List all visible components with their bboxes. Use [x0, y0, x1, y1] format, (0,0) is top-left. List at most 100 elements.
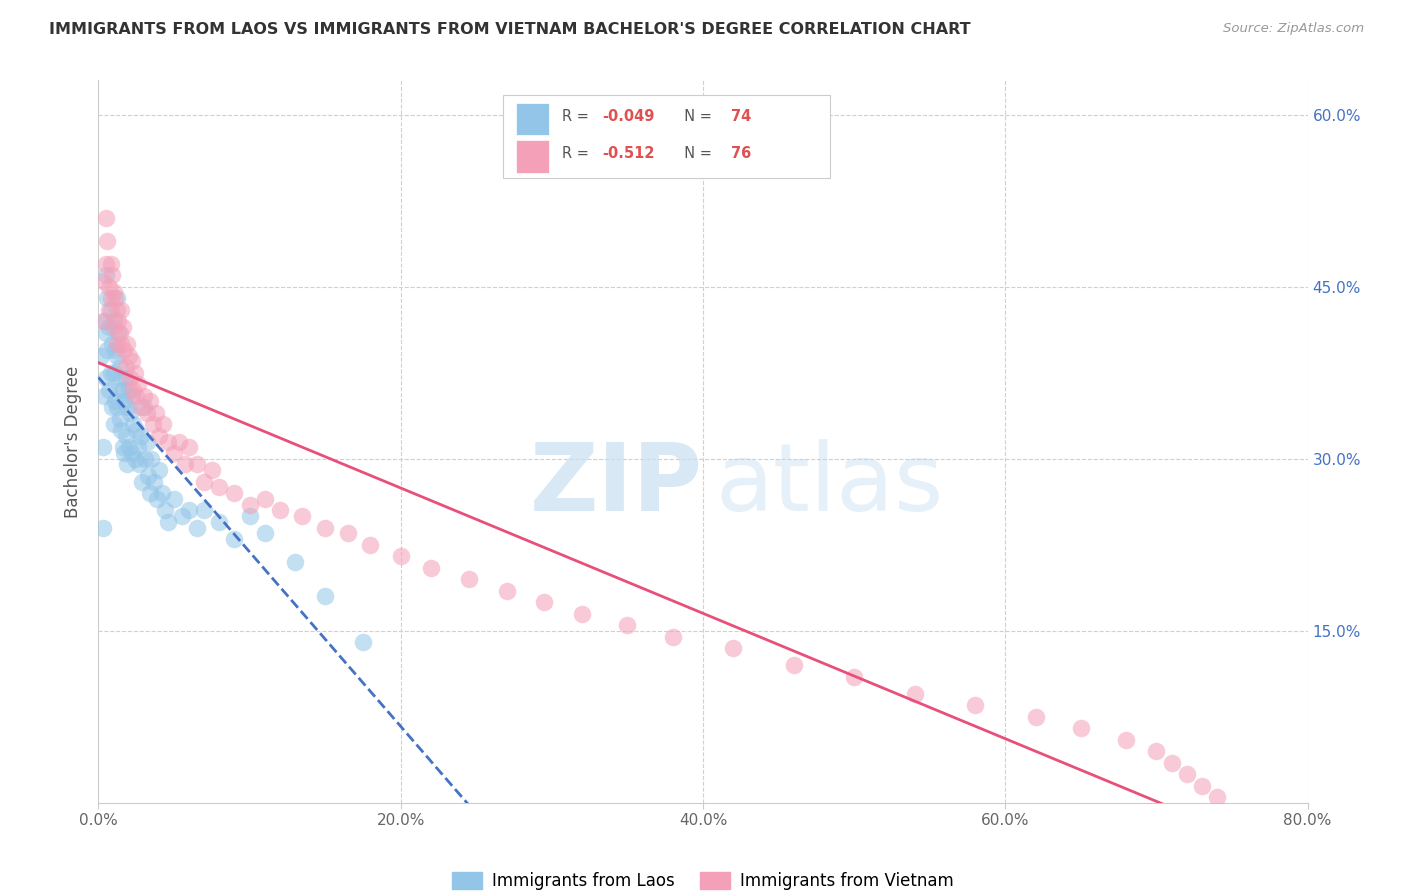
Point	[108, 411, 131, 425]
Point	[148, 429, 170, 443]
Point	[132, 400, 155, 414]
Point	[93, 314, 115, 328]
Point	[107, 383, 129, 397]
Point	[105, 349, 128, 363]
Point	[98, 302, 121, 317]
Point	[269, 503, 291, 517]
Point	[129, 400, 152, 414]
Point	[101, 268, 124, 283]
Point	[110, 371, 132, 385]
Point	[163, 491, 186, 506]
Point	[114, 371, 136, 385]
Point	[111, 440, 134, 454]
Point	[1160, 756, 1182, 770]
Point	[93, 314, 115, 328]
Point	[616, 618, 638, 632]
Y-axis label: Bachelor's Degree: Bachelor's Degree	[65, 366, 83, 517]
Text: N =: N =	[675, 146, 717, 161]
Point	[253, 526, 276, 541]
Point	[93, 389, 115, 403]
Point	[134, 451, 156, 466]
Point	[284, 555, 307, 569]
Point	[112, 394, 135, 409]
Point	[98, 383, 121, 397]
Point	[1070, 721, 1092, 735]
Point	[150, 486, 173, 500]
Point	[101, 400, 124, 414]
Point	[100, 366, 122, 380]
Point	[94, 257, 117, 271]
Point	[143, 475, 166, 489]
Point	[94, 211, 117, 225]
Point	[98, 319, 121, 334]
Point	[105, 400, 128, 414]
Point	[783, 658, 806, 673]
Point	[104, 394, 127, 409]
Text: atlas: atlas	[716, 439, 943, 531]
Point	[208, 480, 231, 494]
Point	[253, 491, 276, 506]
Point	[201, 463, 224, 477]
Point	[104, 343, 127, 357]
Text: R =: R =	[561, 109, 593, 124]
Point	[186, 458, 208, 472]
Point	[103, 319, 125, 334]
Point	[108, 326, 131, 340]
Point	[208, 515, 231, 529]
Point	[314, 590, 336, 604]
Point	[179, 440, 201, 454]
Point	[118, 440, 141, 454]
Point	[129, 429, 152, 443]
Point	[1024, 710, 1046, 724]
Point	[533, 595, 555, 609]
Point	[103, 417, 125, 432]
Point	[103, 314, 125, 328]
Point	[115, 337, 138, 351]
Point	[94, 326, 117, 340]
Text: 74: 74	[731, 109, 751, 124]
Point	[125, 389, 148, 403]
Point	[152, 417, 174, 432]
Point	[107, 326, 129, 340]
Point	[1206, 790, 1229, 805]
Point	[336, 526, 359, 541]
Point	[420, 560, 443, 574]
Point	[107, 314, 129, 328]
Point	[1191, 779, 1213, 793]
Point	[457, 572, 479, 586]
Point	[118, 349, 141, 363]
Point	[105, 337, 128, 351]
Point	[110, 302, 132, 317]
Point	[571, 607, 593, 621]
Point	[104, 291, 127, 305]
Point	[111, 319, 134, 334]
Point	[111, 383, 134, 397]
Point	[193, 503, 215, 517]
Point	[156, 434, 179, 449]
Point	[128, 458, 150, 472]
Point	[352, 635, 374, 649]
Point	[661, 630, 683, 644]
Point	[114, 429, 136, 443]
Legend: Immigrants from Laos, Immigrants from Vietnam: Immigrants from Laos, Immigrants from Vi…	[446, 865, 960, 892]
Point	[148, 463, 170, 477]
Point	[904, 687, 927, 701]
Point	[100, 257, 122, 271]
Point	[121, 446, 143, 460]
Point	[139, 486, 162, 500]
Point	[105, 291, 128, 305]
Text: -0.049: -0.049	[603, 109, 655, 124]
Point	[124, 366, 146, 380]
Point	[132, 389, 155, 403]
Point	[115, 458, 138, 472]
Point	[141, 451, 163, 466]
Point	[239, 498, 262, 512]
Point	[120, 406, 142, 420]
Point	[224, 486, 246, 500]
Point	[121, 354, 143, 368]
Point	[1144, 744, 1167, 758]
FancyBboxPatch shape	[516, 103, 550, 136]
Point	[314, 520, 336, 534]
Point	[96, 343, 118, 357]
Point	[170, 509, 193, 524]
